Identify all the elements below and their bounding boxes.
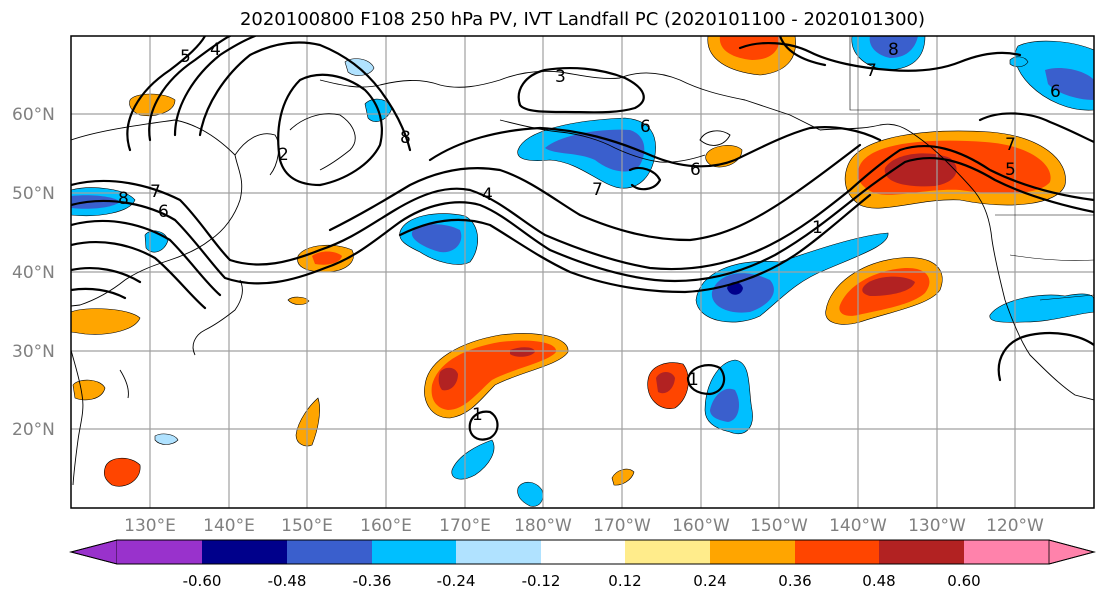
shading-layer bbox=[71, 36, 1094, 507]
shade-positive-165w-max bbox=[656, 372, 675, 394]
map-title: 2020100800 F108 250 hPa PV, IVT Landfall… bbox=[239, 9, 926, 30]
shade-negative-bering-core bbox=[545, 129, 645, 172]
shade-negative-130e-20n bbox=[154, 433, 179, 445]
shade-positive-west-33n bbox=[71, 308, 141, 335]
contour-label: 6 bbox=[690, 160, 701, 180]
lon-label: 120°W bbox=[986, 516, 1044, 536]
colorbar-tick-label: -0.48 bbox=[268, 572, 307, 590]
shade-negative-165e-core bbox=[411, 224, 462, 253]
shade-positive-148e-36n bbox=[287, 296, 310, 305]
colorbar-bin bbox=[372, 540, 456, 564]
shade-positive-west-28n bbox=[72, 379, 106, 401]
shade-negative-top-115w-core bbox=[1045, 68, 1094, 100]
coastlines bbox=[71, 70, 1094, 486]
contour-label: 8 bbox=[400, 128, 411, 148]
shade-positive-155e-core bbox=[312, 251, 342, 265]
lat-label: 50°N bbox=[12, 184, 55, 204]
colorbar-bin bbox=[287, 540, 372, 564]
contour-label: 7 bbox=[866, 61, 877, 81]
lon-label: 140°W bbox=[829, 516, 887, 536]
colorbar-outline bbox=[69, 539, 1096, 565]
contour-label: 6 bbox=[158, 202, 169, 222]
shade-positive-central-pacific-core bbox=[431, 340, 557, 410]
shade-positive-130e-62n bbox=[129, 93, 176, 117]
shade-negative-178e-12n bbox=[517, 481, 544, 507]
colorbar-bin bbox=[625, 540, 710, 564]
colorbar: -0.60 -0.48 -0.36 -0.24 -0.12 0.12 0.24 … bbox=[69, 539, 1096, 590]
longitude-labels: 130°E 140°E 150°E 160°E 170°E 180°W 170°… bbox=[124, 516, 1044, 536]
colorbar-tick-label: 0.24 bbox=[693, 572, 726, 590]
lon-label: 150°E bbox=[281, 516, 333, 536]
contour-labels: 5 4 2 3 6 8 7 8 6 4 7 6 1 8 7 6 7 5 1 1 bbox=[118, 40, 1061, 425]
lon-label: 160°E bbox=[360, 516, 412, 536]
shade-positive-top-150w-core bbox=[719, 36, 780, 60]
contour-label: 1 bbox=[812, 218, 823, 238]
contour-label: 6 bbox=[640, 117, 651, 137]
colorbar-bin bbox=[710, 540, 795, 564]
shade-negative-top-135w-core bbox=[869, 36, 918, 58]
shade-negative-175e-18n bbox=[451, 439, 495, 480]
contour-label: 1 bbox=[688, 370, 699, 390]
contour-label: 4 bbox=[482, 185, 493, 205]
shade-negative-120w-34n bbox=[989, 293, 1094, 323]
colorbar-bin bbox=[964, 540, 1049, 564]
colorbar-tick-label: -0.36 bbox=[353, 572, 392, 590]
contour-label: 2 bbox=[278, 145, 289, 165]
colorbar-tick-label: 0.48 bbox=[862, 572, 895, 590]
contour-label: 4 bbox=[210, 40, 221, 60]
lon-label: 130°E bbox=[124, 516, 176, 536]
lat-label: 60°N bbox=[12, 105, 55, 125]
lon-label: 180°W bbox=[514, 516, 572, 536]
colorbar-tick-label: -0.60 bbox=[183, 572, 222, 590]
shade-negative-150w-core bbox=[711, 273, 774, 313]
lon-label: 140°E bbox=[203, 516, 255, 536]
map-frame bbox=[70, 35, 1095, 509]
colorbar-tick-label: -0.24 bbox=[437, 572, 476, 590]
latitude-labels: 60°N 50°N 40°N 30°N 20°N bbox=[12, 105, 55, 440]
graticule bbox=[71, 36, 1094, 508]
colorbar-bin bbox=[795, 540, 879, 564]
lon-label: 150°W bbox=[750, 516, 808, 536]
lon-label: 160°W bbox=[672, 516, 730, 536]
map-plot-area: 5 4 2 3 6 8 7 8 6 4 7 6 1 8 7 6 7 5 1 1 bbox=[71, 36, 1094, 508]
borders bbox=[849, 36, 1094, 301]
shade-positive-140w-max bbox=[862, 276, 915, 296]
colorbar-bin bbox=[456, 540, 541, 564]
contour-label: 8 bbox=[118, 189, 129, 209]
lon-label: 130°W bbox=[908, 516, 966, 536]
lat-label: 20°N bbox=[12, 420, 55, 440]
colorbar-tick-label: -0.12 bbox=[522, 572, 561, 590]
shade-positive-gulf-alaska-max bbox=[884, 153, 957, 187]
colorbar-bin bbox=[879, 540, 964, 564]
shade-positive-130e-15n bbox=[103, 457, 141, 487]
contour-label: 7 bbox=[1005, 135, 1016, 155]
shade-positive-165w-12n bbox=[611, 468, 635, 486]
colorbar-bin bbox=[117, 540, 202, 564]
colorbar-bin bbox=[541, 540, 625, 564]
shade-positive-152e-20n bbox=[295, 397, 320, 447]
contour-label: 1 bbox=[472, 405, 483, 425]
contour-label: 3 bbox=[555, 67, 566, 87]
contour-label: 5 bbox=[1005, 160, 1016, 180]
colorbar-bin bbox=[202, 540, 287, 564]
colorbar-tick-label: 0.36 bbox=[778, 572, 811, 590]
colorbar-extend-low bbox=[69, 539, 118, 565]
lat-label: 40°N bbox=[12, 263, 55, 283]
contour-label: 6 bbox=[1050, 82, 1061, 102]
lon-label: 170°W bbox=[593, 516, 651, 536]
colorbar-tick-label: 0.60 bbox=[947, 572, 980, 590]
colorbar-tick-label: 0.12 bbox=[608, 572, 641, 590]
pv-contours bbox=[71, 36, 1094, 441]
contour-label: 7 bbox=[150, 182, 161, 202]
contour-label: 7 bbox=[592, 180, 603, 200]
contour-label: 5 bbox=[180, 47, 191, 67]
shade-negative-155w-core bbox=[710, 388, 740, 422]
contour-label: 8 bbox=[888, 40, 899, 60]
lon-label: 170°E bbox=[439, 516, 491, 536]
colorbar-extend-high bbox=[1048, 539, 1096, 565]
lat-label: 30°N bbox=[12, 342, 55, 362]
